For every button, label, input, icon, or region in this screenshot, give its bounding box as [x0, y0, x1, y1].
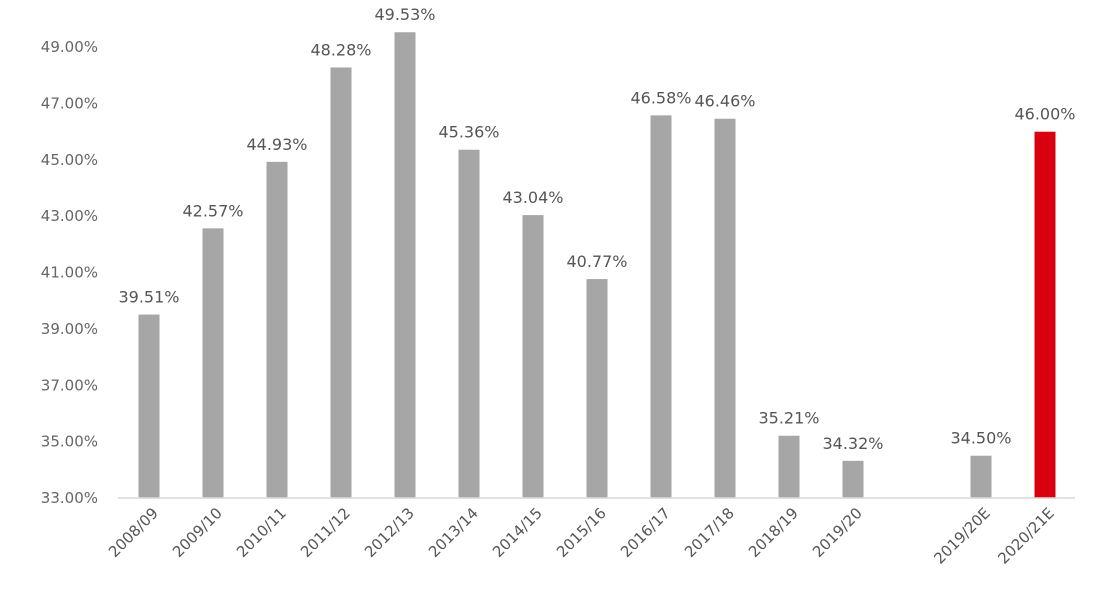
- data-label: 46.00%: [1014, 105, 1075, 124]
- bar: [458, 149, 480, 498]
- data-label: 49.53%: [374, 5, 435, 24]
- bar: [522, 215, 544, 499]
- y-tick-label: 39.00%: [41, 320, 98, 338]
- x-tick-label: 2019/20: [809, 504, 866, 561]
- x-tick-label: 2013/14: [425, 504, 482, 561]
- x-tick-label: 2011/12: [297, 504, 354, 561]
- data-label: 35.21%: [758, 409, 819, 428]
- bar: [650, 115, 672, 499]
- data-label: 46.58%: [630, 88, 691, 107]
- bar: [714, 118, 736, 499]
- data-label: 42.57%: [182, 201, 243, 220]
- x-tick-label: 2014/15: [489, 504, 546, 561]
- data-label: 39.51%: [118, 288, 179, 307]
- y-tick-label: 37.00%: [41, 376, 98, 394]
- y-tick-label: 43.00%: [41, 207, 98, 225]
- data-labels: 39.51% 42.57% 44.93% 48.28%49.53% 45.36% 43.0…: [118, 5, 1075, 453]
- x-tick-label: 2017/18: [681, 504, 738, 561]
- y-tick-label: 47.00%: [41, 95, 98, 113]
- bar: [138, 314, 160, 498]
- x-tick-label: 2020/21E: [994, 504, 1057, 567]
- bar: [1034, 131, 1056, 499]
- bar: [842, 460, 864, 498]
- x-tick-label: 2009/10: [169, 504, 226, 561]
- x-tick-label: 2019/20E: [930, 504, 993, 567]
- data-label: 48.28%: [310, 40, 371, 59]
- y-tick-label: 35.00%: [41, 433, 98, 451]
- data-label: 44.93%: [246, 135, 307, 154]
- data-label: 40.77%: [566, 252, 627, 271]
- y-axis: 33.00% 35.00% 37.00% 39.00% 41.00% 43.00% 45.0…: [41, 38, 98, 507]
- data-label: 34.32%: [822, 434, 883, 453]
- bar: [202, 228, 224, 498]
- x-tick-label: 2008/09: [105, 504, 162, 561]
- bars: [138, 32, 1056, 499]
- x-tick-label: 2012/13: [361, 504, 418, 561]
- bar: [266, 161, 288, 498]
- y-tick-label: 33.00%: [41, 489, 98, 507]
- y-tick-label: 49.00%: [41, 38, 98, 56]
- data-label: 46.46%: [694, 92, 755, 111]
- data-label: 34.50%: [950, 429, 1011, 448]
- data-label: 43.04%: [502, 188, 563, 207]
- y-tick-label: 41.00%: [41, 264, 98, 282]
- x-tick-label: 2015/16: [553, 504, 610, 561]
- bar: [778, 435, 800, 498]
- x-axis: 2008/09 2009/10 2010/11 2011/12 2012/13 2013/…: [105, 504, 1058, 567]
- x-tick-label: 2016/17: [617, 504, 674, 561]
- bar: [330, 67, 352, 498]
- bar: [970, 455, 992, 498]
- bar: [586, 279, 608, 498]
- data-label: 45.36%: [438, 123, 499, 142]
- y-tick-label: 45.00%: [41, 151, 98, 169]
- x-tick-label: 2010/11: [233, 504, 290, 561]
- bar: [394, 32, 416, 498]
- x-tick-label: 2018/19: [745, 504, 802, 561]
